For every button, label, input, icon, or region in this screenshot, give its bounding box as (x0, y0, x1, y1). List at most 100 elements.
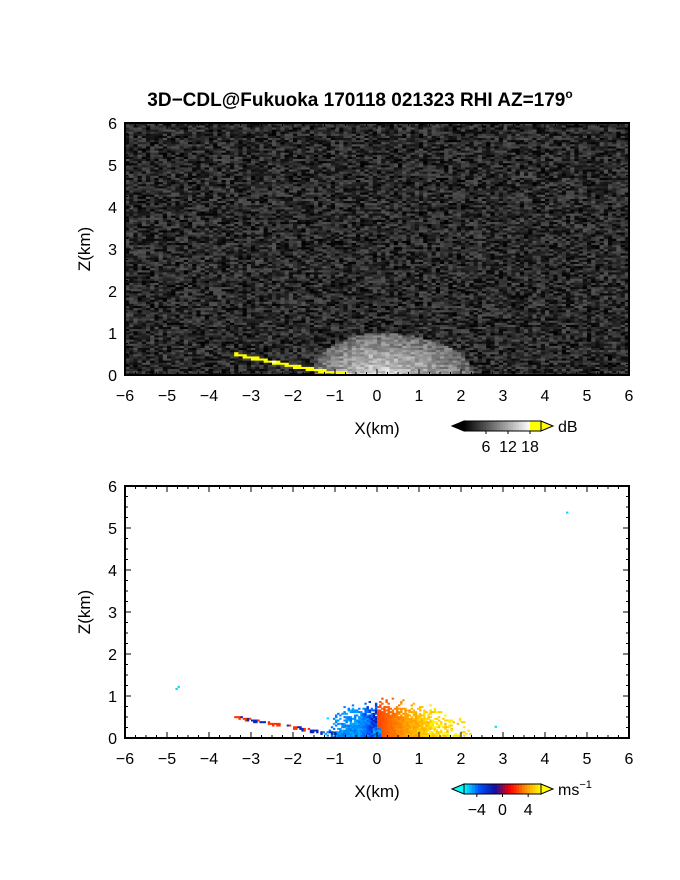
backscatter-cell (284, 192, 290, 195)
backscatter-cell (259, 167, 264, 170)
backscatter-cell (125, 144, 130, 147)
backscatter-cell (259, 207, 264, 210)
backscatter-cell (297, 265, 302, 269)
backscatter-cell (188, 366, 193, 369)
backscatter-cell (259, 337, 264, 340)
backscatter-cell (267, 263, 273, 267)
backscatter-cell (129, 274, 134, 277)
backscatter-cell (196, 146, 201, 149)
backscatter-cell (246, 228, 252, 231)
backscatter-cell (288, 234, 294, 237)
backscatter-cell (133, 133, 138, 136)
backscatter-cell (221, 362, 227, 365)
backscatter-cell (204, 194, 210, 197)
backscatter-cell (280, 362, 285, 365)
backscatter-cell (192, 219, 197, 222)
backscatter-cell (238, 330, 243, 334)
backscatter-cell (141, 259, 147, 262)
backscatter-cell (137, 246, 143, 250)
backscatter-cell (192, 368, 197, 372)
backscatter-cell (200, 160, 206, 164)
backscatter-cell (167, 154, 172, 157)
backscatter-cell (288, 173, 294, 176)
backscatter-cell (234, 228, 239, 231)
backscatter-cell (221, 339, 227, 342)
backscatter-cell (217, 354, 222, 357)
backscatter-cell (209, 339, 214, 342)
backscatter-cell (129, 246, 134, 250)
backscatter-cell (175, 272, 180, 275)
backscatter-cell (204, 335, 210, 338)
backscatter-cell (133, 255, 138, 258)
backscatter-cell (272, 169, 277, 172)
backscatter-cell (263, 246, 269, 250)
backscatter-cell (167, 207, 172, 210)
backscatter-cell (209, 144, 214, 147)
backscatter-cell (276, 144, 281, 147)
backscatter-cell (238, 335, 243, 338)
backscatter-cell (276, 272, 281, 275)
backscatter-cell (234, 192, 239, 195)
backscatter-cell (150, 158, 155, 162)
backscatter-cell (200, 349, 206, 353)
backscatter-cell (209, 299, 214, 302)
backscatter-cell (154, 343, 159, 346)
backscatter-cell (183, 156, 189, 159)
backscatter-cell (141, 158, 147, 162)
backscatter-cell (171, 333, 176, 336)
backscatter-cell (272, 217, 277, 220)
backscatter-cell (183, 280, 189, 283)
backscatter-cell (133, 179, 138, 183)
backscatter-cell (242, 188, 248, 191)
backscatter-cell (141, 125, 147, 128)
backscatter-cell (175, 144, 180, 147)
backscatter-cell (125, 270, 130, 273)
backscatter-cell (125, 234, 130, 237)
backscatter-cell (246, 328, 252, 332)
backscatter-cell (234, 293, 239, 296)
backscatter-cell (246, 341, 252, 344)
backscatter-cell (167, 316, 172, 319)
backscatter-cell (251, 309, 256, 313)
backscatter-cell (192, 141, 197, 145)
backscatter-cell (133, 360, 138, 363)
backscatter-cell (141, 293, 147, 296)
backscatter-cell (141, 333, 147, 336)
backscatter-cell (234, 370, 239, 374)
backscatter-cell (158, 228, 164, 231)
backscatter-cell (141, 356, 147, 359)
backscatter-cell (272, 349, 277, 353)
backscatter-cell (204, 131, 210, 134)
backscatter-cell (280, 343, 285, 346)
backscatter-cell (141, 309, 147, 313)
backscatter-cell (230, 295, 235, 298)
backscatter-cell (242, 162, 248, 166)
backscatter-cell (183, 291, 189, 294)
backscatter-cell (125, 278, 130, 281)
backscatter-cell (167, 141, 172, 145)
backscatter-cell (171, 312, 176, 315)
backscatter-cell (150, 167, 155, 170)
backscatter-cell (225, 131, 231, 134)
backscatter-cell (200, 196, 206, 199)
backscatter-cell (242, 144, 248, 147)
backscatter-cell (141, 148, 147, 151)
backscatter-cell (141, 190, 147, 193)
backscatter-cell (133, 339, 138, 342)
backscatter-cell (276, 307, 281, 311)
backscatter-cell (196, 288, 201, 292)
backscatter-cell (280, 209, 285, 212)
backscatter-cell (175, 293, 180, 296)
backscatter-cell (234, 324, 239, 327)
backscatter-cell (188, 190, 193, 193)
backscatter-cell (280, 309, 285, 313)
backscatter-cell (146, 221, 151, 225)
backscatter-cell (293, 270, 298, 273)
backscatter-cell (272, 127, 277, 130)
backscatter-cell (179, 255, 185, 258)
backscatter-cell (288, 255, 294, 258)
backscatter-cell (238, 339, 243, 342)
backscatter-cell (272, 274, 277, 277)
backscatter-cell (175, 129, 180, 132)
backscatter-cell (183, 318, 189, 321)
